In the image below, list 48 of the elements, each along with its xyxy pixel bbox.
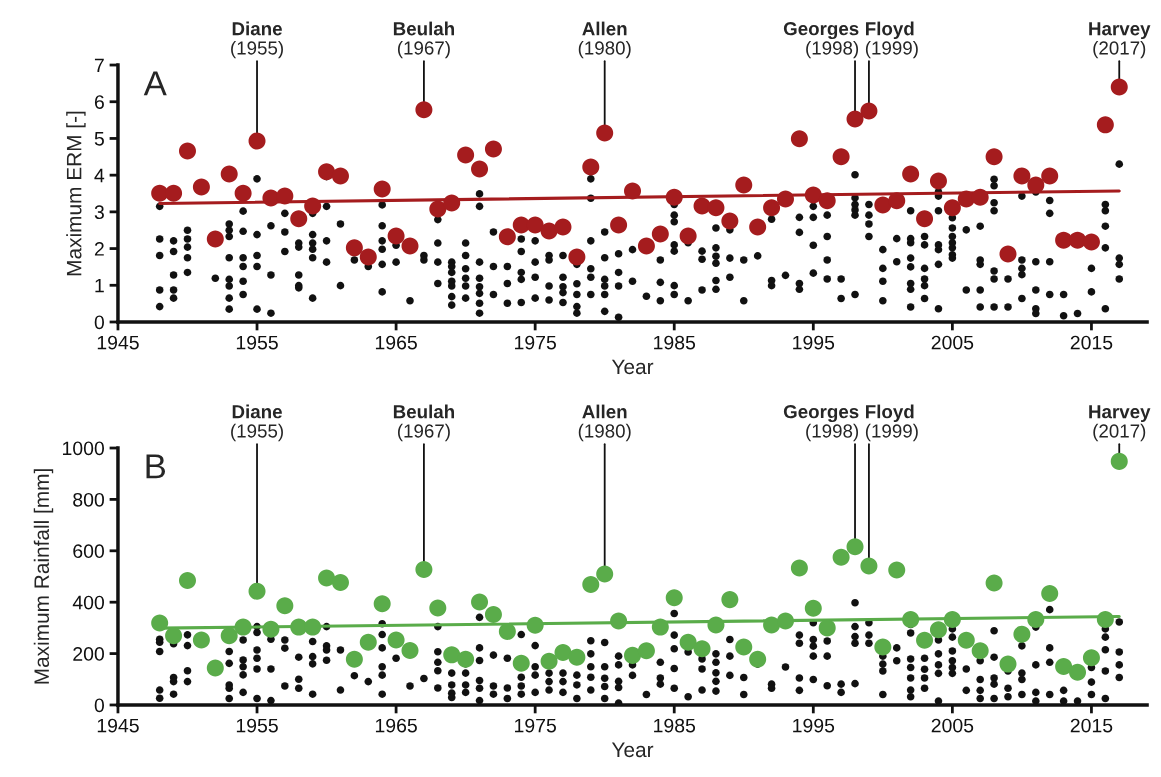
x-tick-label: 2005: [931, 718, 974, 733]
y-tick-label: 200: [73, 647, 105, 661]
y-tick-label: 5: [94, 132, 104, 146]
x-tick-label: 1945: [97, 718, 139, 733]
x-tick-label: 2005: [931, 335, 974, 350]
y-tick-label: 6: [94, 95, 104, 109]
annotation: Harvey (2017): [1089, 22, 1151, 59]
annotation: Diane (1955): [231, 21, 283, 59]
annotation: Harvey (2017): [1089, 405, 1151, 442]
y-tick-label: 800: [73, 492, 105, 507]
y-tick-label: 3: [94, 205, 104, 220]
annotation: Floyd (1999): [865, 21, 918, 59]
x-tick-label: 1975: [515, 335, 556, 350]
y-tick-label: 0: [94, 698, 104, 713]
annotation: Diane (1955): [231, 404, 283, 442]
x-tick-label: 1995: [793, 718, 835, 733]
x-tick-label: 1995: [793, 335, 835, 350]
annotation: Allen (1980): [578, 404, 631, 442]
x-tick-label: 1965: [375, 718, 417, 733]
x-tick-label: 2015: [1070, 718, 1113, 733]
annotation: Beulah (1967): [393, 404, 455, 442]
x-tick-label: 1955: [236, 718, 278, 733]
y-tick-label: 1000: [62, 441, 105, 456]
annotation: Floyd (1999): [865, 404, 918, 442]
y-tick-label: 400: [72, 595, 105, 610]
y-tick-label: 0: [94, 315, 104, 330]
annotation: Allen (1980): [578, 21, 631, 59]
x-tick-label: 1985: [654, 718, 696, 733]
x-tick-label: 1985: [654, 335, 696, 350]
y-axis-title: Maximum ERM [-]: [66, 111, 86, 276]
y-tick-label: 7: [94, 58, 104, 73]
y-tick-label: 4: [94, 168, 105, 183]
chart-title: A: [143, 71, 167, 96]
y-tick-label: 2: [94, 242, 104, 256]
y-tick-label: 1: [95, 278, 104, 293]
x-tick-label: 1955: [236, 335, 278, 350]
annotation: Georges (1998): [783, 22, 859, 59]
y-axis-title: Maximum Rainfall [mm]: [33, 469, 54, 684]
y-tick-label: 600: [73, 544, 105, 559]
x-tick-label: 1975: [515, 718, 556, 733]
annotation: Georges (1998): [783, 405, 859, 442]
x-tick-label: 1945: [97, 335, 139, 350]
chart-title: B: [146, 454, 166, 479]
x-tick-label: 2015: [1070, 335, 1113, 350]
x-tick-label: 1965: [375, 335, 417, 350]
x-axis-title: Year: [611, 742, 654, 758]
x-axis-title: Year: [611, 359, 654, 375]
annotation: Beulah (1967): [393, 21, 455, 59]
